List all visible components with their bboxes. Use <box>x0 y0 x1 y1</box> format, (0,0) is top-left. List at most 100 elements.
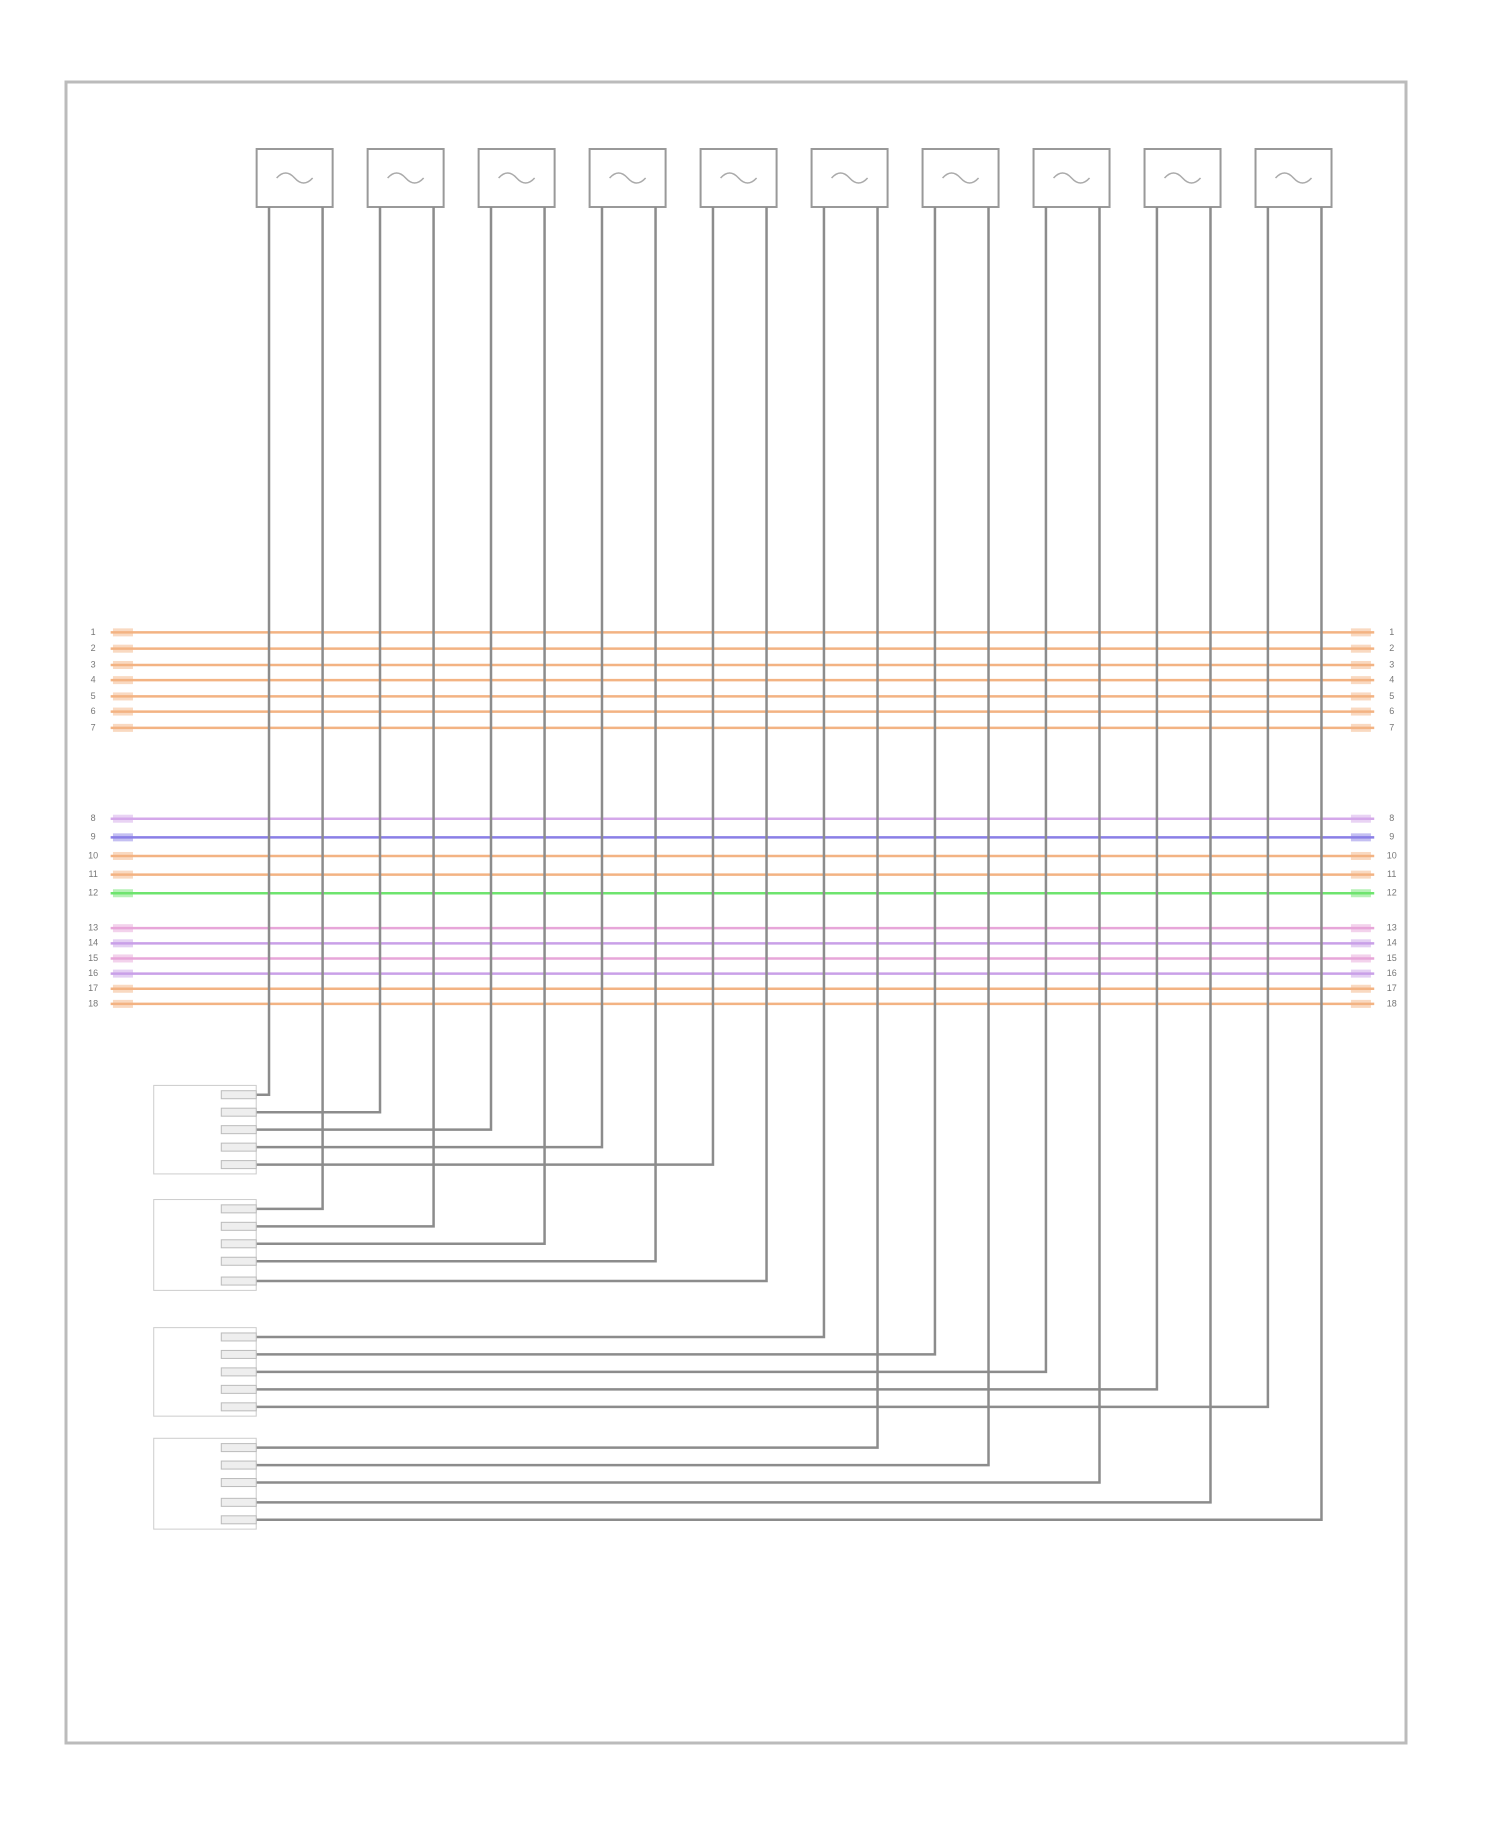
connector-pin <box>220 1332 257 1342</box>
wire-tag <box>1350 954 1371 963</box>
signal-wire <box>256 207 990 1467</box>
pin-number: 4 <box>1389 675 1394 685</box>
pin-number: 5 <box>91 691 96 701</box>
pin-number: 17 <box>88 983 98 993</box>
sensor-symbol <box>276 172 314 184</box>
connector-pin <box>220 1090 257 1100</box>
connector-pin <box>220 1142 257 1152</box>
wire-tag <box>112 924 133 933</box>
signal-wire <box>256 207 435 1228</box>
pin-number: 12 <box>1387 888 1397 898</box>
connector-pin <box>220 1204 257 1214</box>
pin-number: 8 <box>1389 813 1394 823</box>
signal-wire <box>256 207 1048 1374</box>
wire-tag <box>112 889 133 898</box>
wire-tag <box>1350 939 1371 948</box>
pin-number: 2 <box>1389 643 1394 653</box>
wire-tag <box>112 676 133 685</box>
connector-pin <box>220 1276 257 1286</box>
connector-pin <box>220 1221 257 1231</box>
pin-number: 17 <box>1387 983 1397 993</box>
pin-number: 7 <box>91 722 96 732</box>
connector-pin <box>220 1160 257 1170</box>
wire-tag <box>112 870 133 879</box>
pin-number: 10 <box>88 850 98 860</box>
pin-number: 9 <box>1389 832 1394 842</box>
pin-number: 1 <box>91 627 96 637</box>
pin-number: 13 <box>1387 923 1397 933</box>
signal-wire <box>256 207 768 1283</box>
signal-wire <box>256 207 324 1211</box>
signal-wire <box>256 207 1159 1391</box>
wire-tag <box>1350 833 1371 842</box>
connector-pin <box>220 1497 257 1507</box>
signal-wire <box>256 207 382 1114</box>
signal-wire <box>256 207 546 1246</box>
sensor-symbol <box>1052 172 1091 184</box>
wire-tag <box>1350 628 1371 637</box>
signal-wire <box>256 207 715 1166</box>
wire-tag <box>112 939 133 948</box>
signal-wire <box>256 207 937 1356</box>
pin-number: 5 <box>1389 691 1394 701</box>
wire-tag <box>1350 984 1371 993</box>
connector-pin <box>220 1125 257 1135</box>
frame <box>64 80 1408 1745</box>
pin-number: 16 <box>88 968 98 978</box>
pin-number: 1 <box>1389 627 1394 637</box>
pin-number: 13 <box>88 923 98 933</box>
connector-pin <box>220 1367 257 1377</box>
pin-number: 16 <box>1387 968 1397 978</box>
connector-pin <box>220 1239 257 1249</box>
signal-wire <box>256 207 657 1263</box>
wire-tag <box>112 984 133 993</box>
wire-tag <box>1350 692 1371 701</box>
signal-wire <box>256 207 271 1096</box>
wire-tag <box>112 660 133 669</box>
connector-pin <box>220 1478 257 1488</box>
wire-tag <box>1350 969 1371 978</box>
wire-tag <box>1350 676 1371 685</box>
connector-pin <box>220 1384 257 1394</box>
pin-number: 18 <box>88 998 98 1008</box>
wire-tag <box>112 707 133 716</box>
pin-number: 18 <box>1387 998 1397 1008</box>
wire-tag <box>1350 924 1371 933</box>
wire-tag <box>1350 889 1371 898</box>
signal-wire <box>256 207 604 1149</box>
sensor-symbol <box>1274 172 1313 184</box>
sensor-symbol <box>942 172 980 184</box>
signal-wire <box>256 207 1212 1504</box>
pin-number: 8 <box>91 813 96 823</box>
pin-number: 6 <box>1389 706 1394 716</box>
pin-number: 15 <box>88 953 98 963</box>
wire-tag <box>112 628 133 637</box>
wire-tag <box>1350 851 1371 860</box>
signal-wire <box>256 207 826 1339</box>
sensor-symbol <box>831 172 869 184</box>
wire-tag <box>1350 814 1371 823</box>
pin-number: 3 <box>1389 659 1394 669</box>
wire-tag <box>112 833 133 842</box>
pin-number: 11 <box>1387 869 1396 879</box>
wire-tag <box>112 969 133 978</box>
wire-tag <box>112 644 133 653</box>
pin-number: 14 <box>88 938 98 948</box>
connector-pin <box>220 1443 257 1453</box>
pin-number: 7 <box>1389 722 1394 732</box>
sensor-symbol <box>498 172 536 184</box>
signal-wire <box>256 207 1101 1484</box>
signal-wire <box>256 207 1270 1409</box>
connector-pin <box>220 1349 257 1359</box>
pin-number: 9 <box>91 832 96 842</box>
wire-tag <box>1350 723 1371 732</box>
wire-tag <box>112 723 133 732</box>
pin-number: 12 <box>88 888 98 898</box>
wire-tag <box>1350 660 1371 669</box>
pin-number: 14 <box>1387 938 1397 948</box>
pin-number: 10 <box>1387 850 1397 860</box>
connector-pin <box>220 1515 257 1525</box>
wire-tag <box>1350 870 1371 879</box>
pin-number: 11 <box>88 869 97 879</box>
